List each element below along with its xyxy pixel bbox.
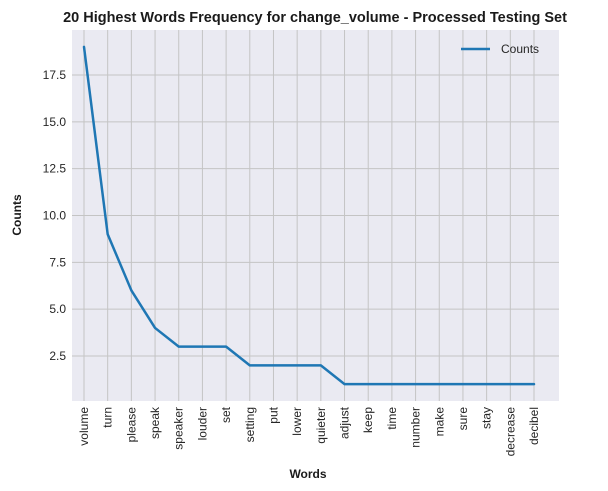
series-layer [82, 45, 536, 386]
x-tick-label: keep [361, 407, 375, 433]
x-tick-label: sure [456, 407, 470, 431]
x-tick-label: time [385, 407, 399, 430]
y-axis-ticks: 2.5 5.0 7.5 10.0 12.5 15.0 17.5 [43, 68, 67, 363]
y-tick-label: 2.5 [49, 349, 66, 363]
x-tick-label: please [124, 407, 138, 443]
x-tick-label: volume [77, 407, 91, 446]
y-axis-label: Counts [10, 194, 24, 236]
x-tick-label: make [432, 407, 446, 437]
x-tick-label: adjust [338, 406, 352, 439]
y-tick-label: 10.0 [43, 209, 67, 223]
x-tick-label: lower [290, 407, 304, 436]
x-tick-label: stay [480, 407, 494, 429]
y-tick-label: 7.5 [49, 255, 66, 269]
x-tick-label: turn [101, 407, 115, 428]
y-tick-label: 15.0 [43, 115, 67, 129]
series-line [82, 45, 536, 386]
y-tick-label: 17.5 [43, 68, 67, 82]
x-tick-label: put [266, 406, 280, 423]
y-tick-label: 12.5 [43, 162, 67, 176]
legend: Counts [461, 42, 539, 56]
x-tick-label: decibel [527, 407, 541, 445]
x-tick-label: quieter [314, 407, 328, 444]
x-tick-label: speaker [172, 407, 186, 450]
x-axis-ticks: volume turn please speak speaker louder set set… [77, 406, 541, 456]
chart-title: 20 Highest Words Frequency for change_vo… [63, 10, 567, 26]
x-axis-label: Words [289, 467, 326, 481]
y-tick-label: 5.0 [49, 302, 66, 316]
x-tick-label: decrease [503, 407, 517, 457]
x-tick-label: speak [148, 406, 162, 439]
x-tick-label: louder [195, 407, 209, 440]
x-tick-label: set [219, 406, 233, 423]
legend-label: Counts [501, 42, 539, 56]
gridlines [72, 30, 559, 401]
x-tick-label: number [409, 407, 423, 448]
x-tick-label: setting [243, 407, 257, 442]
